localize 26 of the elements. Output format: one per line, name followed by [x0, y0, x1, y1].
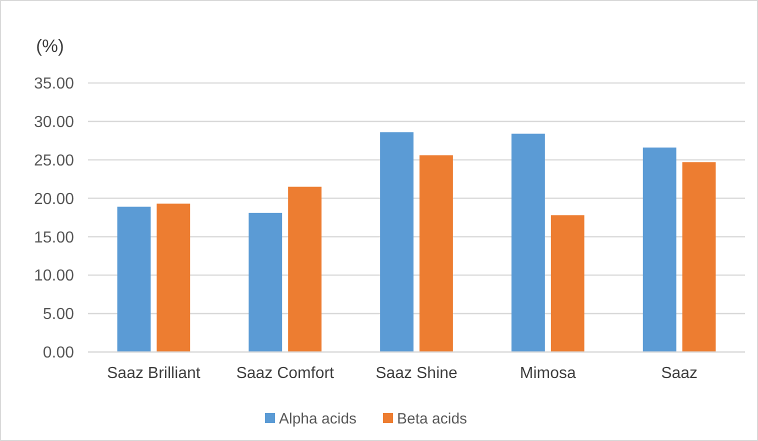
y-tick-label: 35.00	[34, 76, 74, 93]
bar	[156, 204, 190, 352]
bar	[248, 212, 282, 352]
bar	[511, 134, 545, 352]
x-tick-label: Mimosa	[520, 365, 576, 382]
legend-label: Beta acids	[397, 410, 468, 428]
y-tick-label: 20.00	[34, 190, 74, 208]
x-tick-label: Saaz Comfort	[236, 365, 335, 382]
legend-label: Alpha acids	[279, 410, 357, 428]
bar	[288, 186, 322, 352]
y-tick-label: 10.00	[34, 268, 74, 285]
y-tick-label: 5.00	[42, 306, 74, 324]
x-tick-label: Saaz	[661, 365, 698, 382]
y-tick-label: 15.00	[34, 229, 74, 246]
y-tick-label: 0.00	[42, 344, 74, 362]
bar	[380, 132, 414, 352]
x-tick-label: Saaz Shine	[376, 365, 458, 382]
bar	[420, 155, 453, 352]
bar	[550, 215, 584, 352]
y-axis-title: (%)	[36, 36, 64, 56]
y-tick-label: 25.00	[34, 152, 74, 170]
bar	[682, 162, 716, 352]
x-tick-label: Saaz Brilliant	[107, 365, 201, 382]
y-tick-label: 30.00	[34, 114, 74, 132]
bar	[117, 206, 151, 352]
bar	[642, 148, 676, 352]
